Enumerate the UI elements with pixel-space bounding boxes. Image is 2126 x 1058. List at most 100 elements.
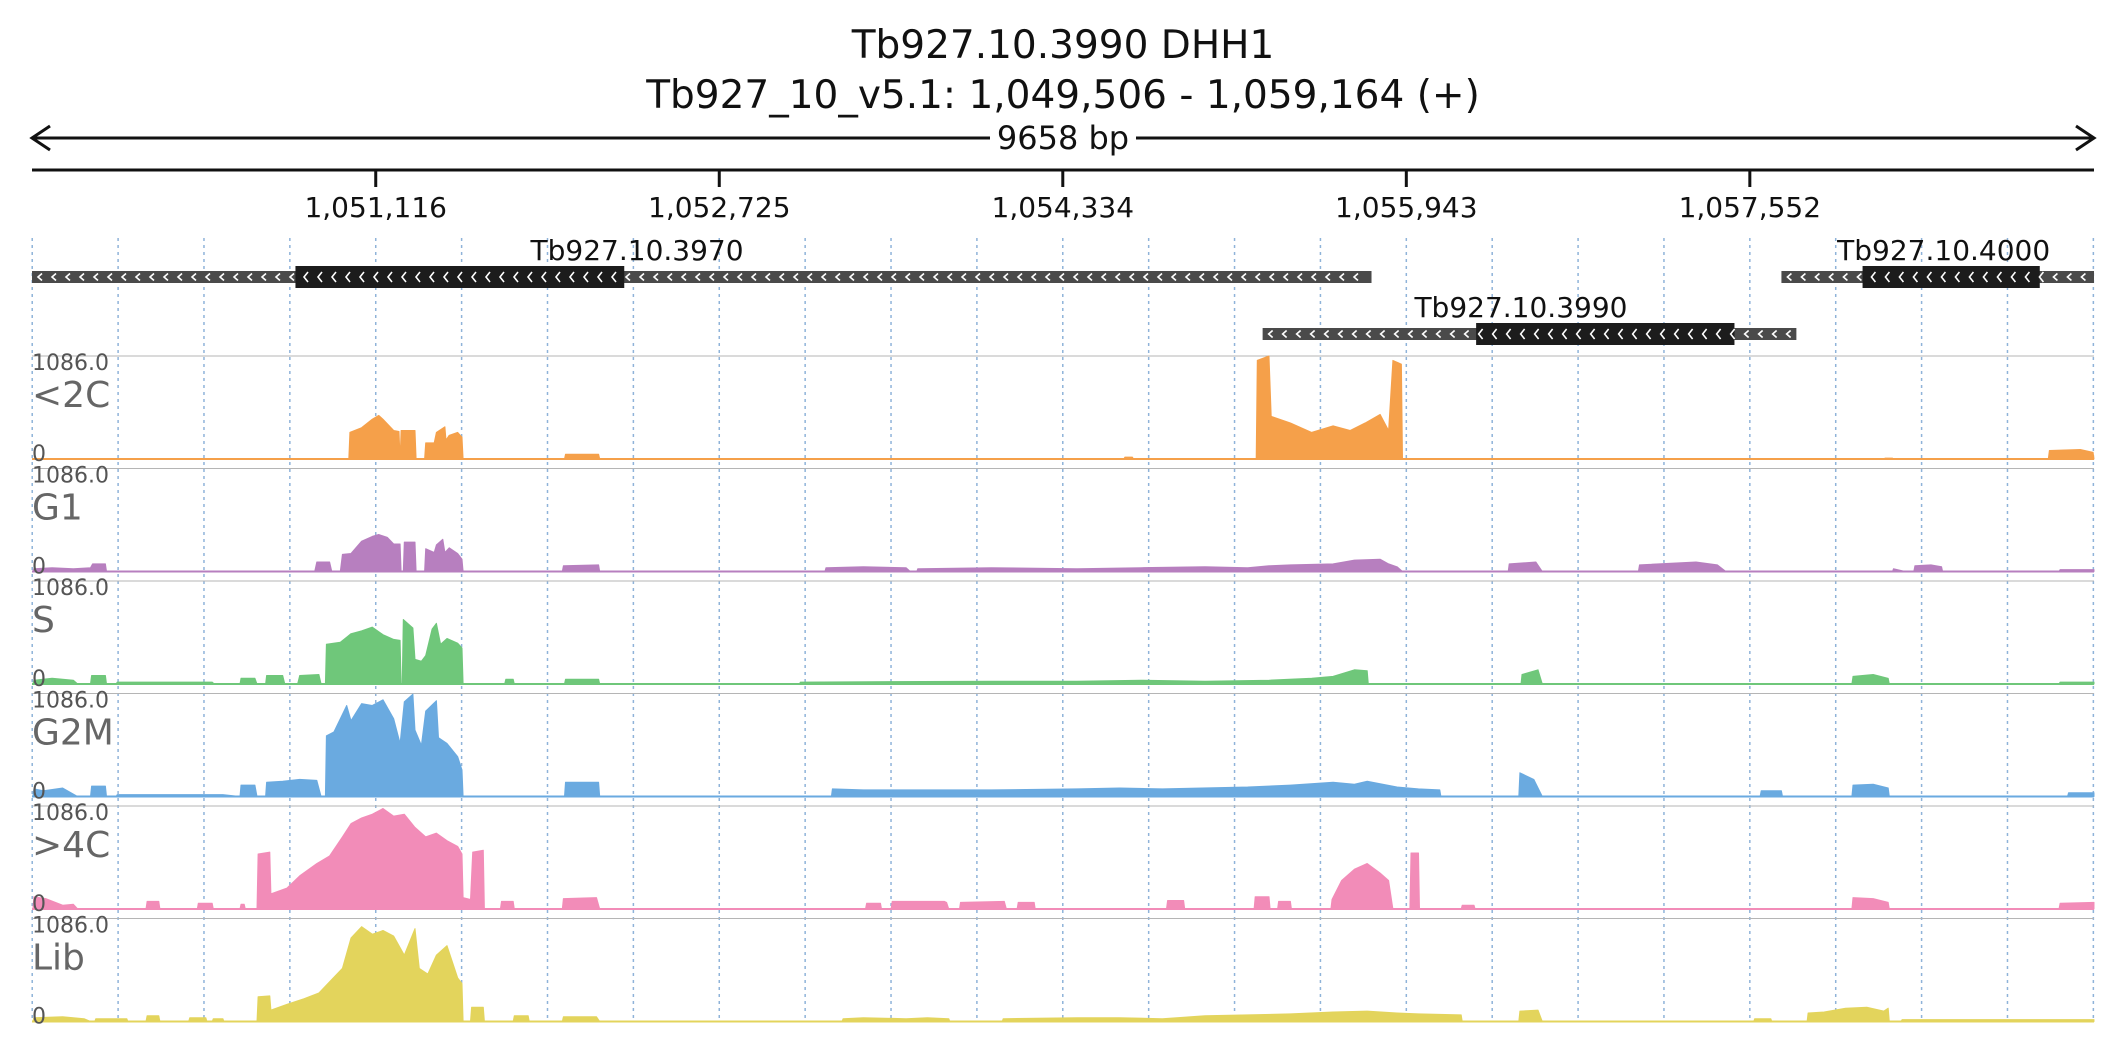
strand-chevron-icon — [1142, 272, 1149, 282]
strand-chevron-icon — [1156, 272, 1163, 282]
strand-chevron-icon — [1533, 328, 1540, 340]
strand-chevron-icon — [750, 272, 757, 282]
strand-chevron-icon — [694, 272, 701, 282]
coverage-tracks: 1086.00<2C1086.00G11086.00S1086.00G2M108… — [32, 351, 2095, 1030]
locus-title: Tb927_10_v5.1: 1,049,506 - 1,059,164 (+) — [645, 73, 1480, 118]
strand-chevron-icon — [1226, 272, 1233, 282]
coverage-track: 1086.0 0 S — [32, 576, 2095, 692]
strand-chevron-icon — [148, 272, 155, 282]
gene-cds — [1862, 266, 2040, 288]
gene-label: Tb927.10.4000 — [1836, 234, 2050, 267]
strand-chevron-icon — [1757, 329, 1764, 339]
strand-chevron-icon — [2024, 271, 2031, 283]
strand-chevron-icon — [64, 272, 71, 282]
strand-chevron-icon — [974, 272, 981, 282]
strand-chevron-icon — [1940, 271, 1947, 283]
gene-label: Tb927.10.3990 — [1413, 291, 1627, 324]
gene-title: Tb927.10.3990 DHH1 — [851, 23, 1275, 68]
gene-model[interactable]: Tb927.10.4000 — [1781, 234, 2094, 288]
strand-chevron-icon — [1771, 329, 1778, 339]
strand-chevron-icon — [904, 272, 911, 282]
track-name: <2C — [32, 375, 110, 416]
strand-chevron-icon — [1170, 272, 1177, 282]
strand-chevron-icon — [918, 272, 925, 282]
x-tick-label: 1,055,943 — [1335, 191, 1478, 224]
strand-chevron-icon — [1295, 329, 1302, 339]
strand-chevron-icon — [498, 271, 505, 283]
strand-chevron-icon — [358, 271, 365, 283]
strand-chevron-icon — [162, 272, 169, 282]
strand-chevron-icon — [512, 271, 519, 283]
coverage-area — [32, 693, 2095, 797]
strand-chevron-icon — [610, 271, 617, 283]
strand-chevron-icon — [722, 272, 729, 282]
strand-chevron-icon — [470, 271, 477, 283]
strand-chevron-icon — [1128, 272, 1135, 282]
strand-chevron-icon — [890, 272, 897, 282]
strand-chevron-icon — [120, 272, 127, 282]
strand-chevron-icon — [526, 271, 533, 283]
strand-chevron-icon — [414, 271, 421, 283]
strand-chevron-icon — [1016, 272, 1023, 282]
strand-chevron-icon — [1842, 272, 1848, 282]
strand-chevron-icon — [1463, 329, 1470, 339]
strand-chevron-icon — [2080, 272, 2086, 282]
strand-chevron-icon — [1421, 329, 1428, 339]
strand-chevron-icon — [1743, 329, 1750, 339]
strand-chevron-icon — [1324, 272, 1331, 282]
strand-chevron-icon — [1072, 272, 1079, 282]
strand-chevron-icon — [1198, 272, 1205, 282]
strand-chevron-icon — [1254, 272, 1261, 282]
strand-chevron-icon — [862, 272, 869, 282]
strand-chevron-icon — [1856, 272, 1862, 282]
strand-chevron-icon — [1379, 329, 1386, 339]
strand-chevron-icon — [568, 271, 575, 283]
strand-chevron-icon — [1968, 271, 1975, 283]
strand-chevron-icon — [1296, 272, 1303, 282]
strand-chevron-icon — [176, 272, 183, 282]
strand-chevron-icon — [1659, 328, 1666, 340]
strand-chevron-icon — [624, 272, 631, 282]
track-min-label: 0 — [32, 555, 46, 580]
strand-chevron-icon — [1898, 271, 1905, 283]
strand-chevron-icon — [1100, 272, 1107, 282]
track-max-label: 1086.0 — [32, 801, 109, 826]
strand-chevron-icon — [2038, 271, 2045, 283]
coverage-track: 1086.0 0 Lib — [32, 914, 2095, 1030]
strand-chevron-icon — [834, 272, 841, 282]
strand-chevron-icon — [1338, 272, 1345, 282]
strand-chevron-icon — [960, 272, 967, 282]
gene-model[interactable]: Tb927.10.3990 — [1262, 291, 1797, 345]
strand-chevron-icon — [1491, 328, 1498, 340]
span-length-label: 9658 bp — [997, 119, 1129, 157]
coverage-track: 1086.0 0 G1 — [32, 464, 2095, 580]
strand-chevron-icon — [400, 271, 407, 283]
strand-chevron-icon — [708, 272, 715, 282]
span-arrow-right-icon — [2075, 124, 2097, 152]
strand-chevron-icon — [1114, 272, 1121, 282]
coverage-track: 1086.0 0 G2M — [32, 689, 2095, 805]
strand-chevron-icon — [288, 272, 295, 282]
strand-chevron-icon — [1449, 329, 1456, 339]
strand-chevron-icon — [302, 271, 309, 283]
track-max-label: 1086.0 — [32, 464, 109, 489]
track-min-label: 0 — [32, 892, 46, 917]
gene-model[interactable]: Tb927.10.3970 — [32, 234, 1372, 288]
strand-chevron-icon — [246, 272, 253, 282]
strand-chevron-icon — [764, 272, 771, 282]
coverage-track: 1086.0 0 >4C — [32, 801, 2095, 917]
strand-chevron-icon — [1631, 328, 1638, 340]
track-name: Lib — [32, 938, 85, 979]
strand-chevron-icon — [1519, 328, 1526, 340]
strand-chevron-icon — [2010, 271, 2017, 283]
strand-chevron-icon — [274, 272, 281, 282]
strand-chevron-icon — [1309, 329, 1316, 339]
strand-chevron-icon — [932, 272, 939, 282]
strand-chevron-icon — [1786, 272, 1792, 282]
strand-chevron-icon — [372, 271, 379, 283]
strand-chevron-icon — [36, 272, 43, 282]
strand-chevron-icon — [806, 272, 813, 282]
gene-annotations: Tb927.10.3970 Tb927.10.4000 Tb927.10.3990 — [32, 234, 2094, 345]
strand-chevron-icon — [1477, 328, 1484, 340]
